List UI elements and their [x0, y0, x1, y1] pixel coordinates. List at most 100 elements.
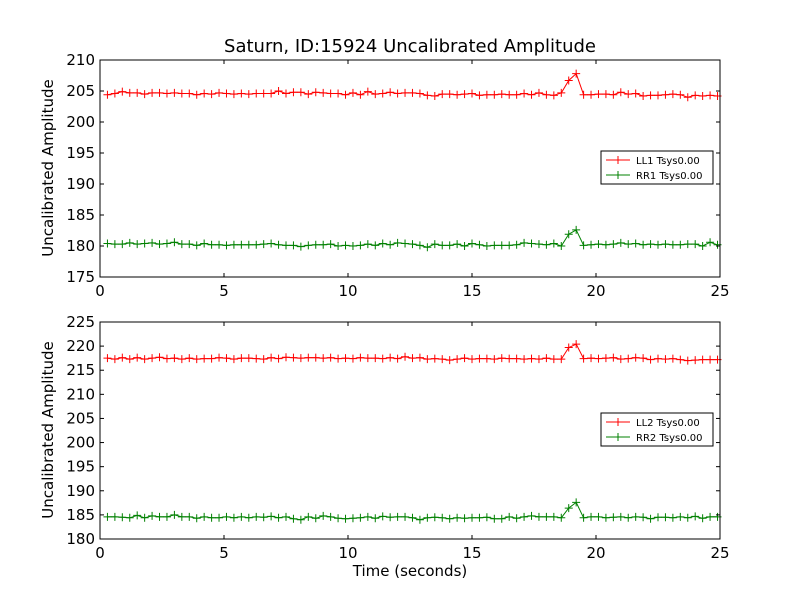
data-point-1-2 [594, 240, 603, 249]
data-point-1-1 [326, 89, 335, 98]
data-point-1-1 [386, 88, 395, 97]
data-point-2-1 [572, 340, 581, 349]
data-point-2-2 [348, 514, 357, 523]
data-point-1-1 [162, 89, 171, 98]
legend-label: LL1 Tsys0.00 [636, 156, 700, 167]
data-point-1-1 [616, 88, 625, 97]
data-point-2-1 [445, 356, 454, 365]
data-point-2-2 [646, 514, 655, 523]
data-point-2-2 [229, 513, 238, 522]
data-point-2-1 [222, 354, 231, 363]
data-point-1-2 [371, 241, 380, 250]
data-point-2-2 [289, 514, 298, 523]
data-point-1-2 [304, 241, 313, 250]
data-point-2-1 [296, 354, 305, 363]
y-tick-label: 215 [66, 361, 95, 379]
data-point-1-2 [505, 241, 514, 250]
data-point-2-2 [631, 512, 640, 521]
data-point-2-2 [215, 513, 224, 522]
y-tick-label: 175 [66, 268, 95, 286]
data-point-2-1 [415, 353, 424, 362]
data-point-2-1 [661, 355, 670, 364]
data-point-1-1 [691, 91, 700, 100]
data-point-1-2 [453, 240, 462, 249]
data-point-2-2 [200, 512, 209, 521]
data-point-2-1 [564, 343, 573, 352]
data-point-2-1 [170, 354, 179, 363]
data-point-2-1 [274, 354, 283, 363]
data-point-1-1 [587, 90, 596, 99]
data-point-2-1 [326, 353, 335, 362]
x-tick-label: 20 [586, 544, 605, 562]
data-point-2-2 [668, 513, 677, 522]
data-point-2-2 [698, 514, 707, 523]
data-point-1-1 [683, 93, 692, 102]
data-point-2-1 [706, 355, 715, 364]
data-point-1-2 [170, 238, 179, 247]
y-tick-label: 195 [66, 144, 95, 162]
data-point-2-1 [140, 355, 149, 364]
data-point-2-1 [534, 355, 543, 364]
data-point-2-2 [408, 513, 417, 522]
data-point-2-2 [549, 512, 558, 521]
data-point-2-1 [311, 353, 320, 362]
data-point-2-1 [244, 354, 253, 363]
legend-marker [614, 156, 622, 164]
data-point-2-2 [170, 510, 179, 519]
data-point-2-2 [616, 512, 625, 521]
data-point-1-2 [259, 240, 268, 249]
data-point-2-2 [177, 512, 186, 521]
data-point-2-1 [282, 353, 290, 362]
data-point-1-1 [148, 88, 157, 97]
data-point-1-1 [639, 91, 648, 100]
data-point-2-1 [304, 353, 313, 362]
data-point-1-2 [609, 240, 618, 249]
data-point-2-1 [155, 353, 164, 362]
data-point-1-1 [497, 90, 506, 99]
data-point-1-1 [371, 90, 380, 99]
data-point-1-2 [601, 240, 610, 249]
data-point-2-2 [564, 504, 573, 513]
data-point-1-1 [490, 90, 499, 99]
data-point-2-1 [215, 353, 224, 362]
data-point-2-1 [542, 354, 551, 363]
y-tick-label: 185 [66, 206, 95, 224]
data-point-1-1 [475, 91, 484, 100]
data-point-1-2 [475, 240, 484, 249]
data-point-2-1 [177, 355, 186, 364]
data-point-1-2 [676, 240, 685, 249]
chart-title: Saturn, ID:15924 Uncalibrated Amplitude [224, 36, 596, 57]
data-point-2-2 [438, 513, 447, 522]
data-point-1-2 [631, 239, 640, 248]
y-tick-label: 210 [66, 51, 95, 69]
data-point-1-2 [192, 241, 201, 250]
data-point-1-1 [356, 90, 365, 99]
data-point-2-2 [706, 512, 715, 521]
data-point-1-1 [192, 90, 201, 99]
data-point-1-2 [200, 239, 209, 248]
data-point-2-1 [267, 353, 276, 362]
data-point-1-2 [319, 240, 328, 249]
data-point-1-1 [393, 89, 402, 98]
data-point-1-1 [296, 88, 305, 97]
data-point-2-2 [497, 514, 506, 523]
data-point-1-2 [557, 242, 566, 250]
data-point-2-1 [423, 355, 432, 364]
data-point-2-1 [646, 355, 655, 364]
y-tick-label: 180 [66, 530, 95, 548]
data-point-1-1 [609, 90, 618, 99]
data-point-1-1 [348, 88, 357, 97]
x-tick-label: 25 [710, 544, 729, 562]
legend-2: LL2 Tsys0.00 RR2 Tsys0.00 [600, 412, 714, 447]
data-point-2-1 [356, 353, 365, 362]
data-point-2-1 [624, 354, 633, 363]
x-tick-label: 10 [338, 282, 357, 300]
plot-panel-1: 0 5 10 15 20 25 175 180 185 190 195 200 205 210 LL1 Ts… [66, 51, 729, 300]
data-point-1-2 [237, 240, 246, 249]
data-point-1-2 [438, 241, 447, 250]
data-point-2-2 [468, 513, 476, 522]
plot-panel-2: 0 5 10 15 20 25 180 185 190 195 200 205 210 215 220 225… [66, 313, 729, 562]
legend-box [600, 412, 714, 447]
data-point-1-1 [445, 90, 454, 99]
data-point-1-1 [185, 89, 194, 98]
